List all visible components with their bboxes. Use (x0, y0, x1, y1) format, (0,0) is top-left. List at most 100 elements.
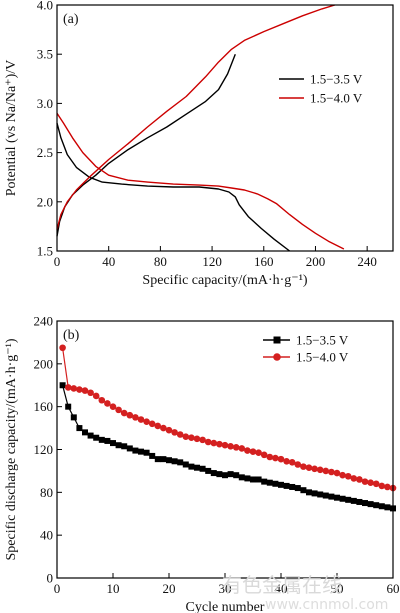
data-point-square (65, 403, 72, 410)
data-point-square (182, 461, 189, 468)
data-point-square (272, 480, 279, 487)
panel-a-ticks: 0 40 80 120 160 200 240 1.5 2.0 2.5 3.0 3.5 4.0 (37, 0, 377, 269)
x-tick-label: 200 (306, 254, 326, 269)
data-point-square (76, 425, 83, 432)
panel-b-x-axis-title: Cycle number (186, 600, 265, 613)
data-point-circle (154, 422, 162, 430)
data-point-circle (64, 384, 72, 391)
y-tick-label: 4.0 (37, 0, 53, 13)
data-point-circle (98, 396, 106, 404)
data-point-square (121, 443, 128, 450)
data-point-square (362, 500, 368, 507)
y-tick-label: 2.0 (37, 194, 53, 209)
data-point-square (278, 481, 284, 488)
data-point-circle (322, 467, 330, 475)
data-point-circle (171, 429, 178, 436)
data-point-circle (109, 403, 117, 410)
data-point-circle (272, 454, 279, 462)
watermark-text: 有色金属在线 (222, 573, 342, 597)
data-point-circle (59, 344, 66, 352)
data-point-square (194, 464, 200, 471)
data-point-circle (221, 441, 229, 449)
data-point-circle (227, 442, 234, 450)
panel-a-x-axis-title: Specific capacity/(mA·h·g⁻¹) (142, 273, 307, 288)
data-point-circle (115, 406, 122, 414)
data-point-square (166, 457, 172, 464)
data-point-circle (333, 469, 341, 477)
data-point-square (110, 440, 116, 447)
x-tick-label: 50 (331, 581, 344, 596)
data-point-circle (244, 447, 251, 454)
chart-panel-b: 0 10 20 30 40 50 60 0 40 80 120 160 200 240 (b) Cycle… (4, 314, 400, 613)
data-point-circle (283, 457, 290, 465)
data-point-circle (339, 471, 346, 479)
x-tick-label: 160 (254, 254, 274, 269)
x-tick-label: 40 (275, 581, 288, 596)
data-point-square (306, 489, 312, 496)
data-point-circle (143, 418, 150, 425)
y-tick-label: 240 (34, 314, 54, 329)
data-point-square (171, 458, 178, 465)
data-point-square (294, 485, 301, 492)
series-line-2 (62, 347, 394, 489)
data-point-circle (350, 475, 358, 482)
y-tick-label: 120 (34, 442, 54, 457)
data-point-square (283, 482, 290, 489)
data-point-circle (182, 433, 190, 440)
data-point-square (188, 463, 195, 470)
data-point-circle (344, 472, 352, 480)
data-point-circle (328, 468, 335, 476)
data-point-circle (120, 409, 128, 417)
data-point-square (98, 436, 105, 443)
data-point-circle (311, 465, 318, 473)
data-point-circle (87, 389, 94, 397)
legend-label-1: 1.5−3.5 V (296, 333, 349, 348)
x-tick-label: 0 (54, 581, 61, 596)
data-point-square (322, 492, 329, 499)
data-point-circle (199, 436, 206, 444)
data-point-circle (188, 434, 195, 442)
data-point-square (384, 504, 391, 511)
panel-b-y-axis-title: Specific discharge capacity/(mA·h·g⁻¹) (4, 338, 19, 560)
data-point-square (104, 437, 111, 444)
data-point-circle (300, 463, 307, 470)
data-point-square (205, 467, 212, 474)
y-tick-label: 40 (40, 528, 53, 543)
data-point-circle (249, 448, 257, 455)
data-point-circle (81, 387, 89, 394)
data-point-circle (126, 411, 134, 419)
data-point-square (87, 432, 94, 439)
data-point-square (345, 496, 352, 503)
data-point-circle (193, 435, 201, 443)
data-point-circle (277, 455, 285, 463)
legend-label-1: 1.5−3.5 V (310, 72, 363, 87)
panel-b-label: (b) (63, 328, 80, 343)
data-point-square (82, 429, 88, 436)
data-point-square (300, 487, 307, 494)
data-point-circle (137, 416, 145, 423)
x-tick-label: 10 (107, 581, 120, 596)
panel-a-legend: 1.5−3.5 V 1.5−4.0 V (279, 72, 363, 106)
data-point-circle (372, 480, 380, 488)
data-point-square (328, 493, 335, 500)
series-line-2-segment-2 (56, 112, 345, 250)
data-point-circle (165, 426, 173, 434)
data-point-square (59, 382, 66, 389)
x-tick-label: 60 (387, 581, 400, 596)
data-point-square (373, 502, 380, 509)
data-point-square (143, 449, 150, 456)
data-point-circle (288, 459, 296, 466)
y-tick-label: 2.5 (37, 145, 53, 160)
series-line-1-segment-1 (56, 53, 236, 237)
data-point-square (255, 476, 262, 483)
data-point-square (378, 503, 385, 510)
y-tick-label: 3.5 (37, 47, 53, 62)
y-tick-label: 80 (40, 485, 53, 500)
data-point-circle (316, 466, 324, 474)
data-point-circle (92, 392, 100, 400)
data-point-circle (238, 445, 246, 452)
panel-b-legend: 1.5−3.5 V 1.5−4.0 V (263, 333, 349, 365)
x-tick-label: 20 (163, 581, 176, 596)
data-point-circle (260, 451, 268, 459)
data-point-circle (204, 438, 212, 446)
